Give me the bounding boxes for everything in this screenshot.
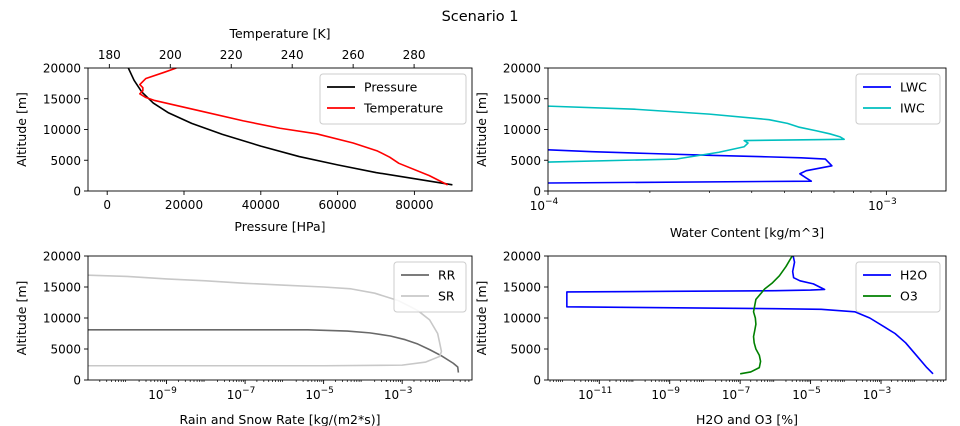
panel2-x-tick-label: 10−4 — [530, 197, 559, 213]
panel3-y-tick-label: 15000 — [43, 281, 81, 295]
panel2-series-group — [548, 105, 845, 184]
panel1-x-tick-label: 60000 — [319, 198, 357, 212]
panel1-x-tick-label: 20000 — [165, 198, 203, 212]
panel4-x-tick-label: 10−5 — [792, 386, 821, 402]
panel4-y-axis-label: Altitude [m] — [474, 281, 489, 356]
panel4-legend-entry-o3: O3 — [900, 289, 918, 304]
panel3-plot: 0 5000 10000 15000 20000 10−9 10−7 10−5 10−3 Rain… — [14, 250, 473, 426]
panel4-x-tick-label: 10−3 — [863, 386, 892, 402]
panel4-x-tick-label: 10−7 — [722, 386, 751, 402]
panel3-legend-entry-sr: SR — [438, 289, 455, 304]
panel3-x-tick-label: 10−7 — [227, 386, 256, 402]
panel2-series-line-iwc — [548, 105, 845, 163]
panel4-legend-box — [855, 261, 941, 313]
panel1-legend-entry-temperature: Temperature — [363, 101, 443, 116]
panel3-y-axis-label: Altitude [m] — [14, 281, 29, 356]
panel1-y-axis-label: Altitude [m] — [14, 92, 29, 167]
panel4-y-tick-label: 5000 — [510, 343, 541, 357]
panel2-y-tick-label: 5000 — [510, 154, 541, 168]
panel2-legend-entry-iwc: IWC — [900, 101, 925, 116]
panel3-series-line-sr — [88, 274, 443, 367]
panel1-plot: 0 5000 10000 15000 20000 0 20000 40000 60000 8000… — [14, 26, 473, 234]
panel3-x-tick-label: 10−3 — [384, 386, 413, 402]
panel2-y-tick-label: 0 — [533, 185, 541, 199]
panel3-legend-entry-rr: RR — [438, 268, 456, 283]
panel1-y-tick-label: 5000 — [50, 154, 81, 168]
panel2-legend-box — [855, 73, 941, 125]
panel1-x-tick-label: 40000 — [242, 198, 280, 212]
panel4-y-tick-label: 10000 — [503, 312, 541, 326]
panel1-x2-tick-label: 280 — [403, 48, 426, 62]
panel4-series-group — [566, 256, 934, 375]
panel3-y-tick-label: 20000 — [43, 250, 81, 264]
panel4-x-axis-label: H2O and O3 [%] — [696, 412, 798, 426]
panel2-y-axis-label: Altitude [m] — [474, 92, 489, 167]
panel2-series-line-lwc — [548, 148, 833, 184]
panel1-x2-tick-label: 180 — [98, 48, 121, 62]
panel1-x-tick-label: 80000 — [395, 198, 433, 212]
panel1-x2-tick-label: 240 — [281, 48, 304, 62]
panel1-y-tick-label: 10000 — [43, 123, 81, 137]
panel1-x-axis-label: Pressure [HPa] — [234, 219, 325, 234]
panel4-legend-entry-h2o: H2O — [900, 268, 927, 283]
panel3-x-axis-label: Rain and Snow Rate [kg/(m2*s)] — [179, 412, 380, 426]
panel1-series-line-temperature — [139, 68, 448, 186]
panel1-y-tick-label: 15000 — [43, 92, 81, 106]
panel1-legend-box — [319, 73, 467, 125]
panel3-y-tick-label: 0 — [73, 374, 81, 388]
panel3-series-line-rr — [88, 328, 460, 373]
panel1-series-group — [127, 68, 453, 186]
panel1-x2-axis-label: Temperature [K] — [228, 26, 330, 41]
panel3-y-tick-label: 10000 — [43, 312, 81, 326]
panel4-x-tick-label: 10−9 — [651, 386, 680, 402]
panel4-x-tick-label: 10−11 — [578, 386, 612, 402]
panel4-series-line-h2o — [566, 256, 934, 375]
panel4-y-tick-label: 0 — [533, 374, 541, 388]
panel2-x-axis-label: Water Content [kg/m^3] — [670, 225, 824, 240]
panel2-y-tick-label: 10000 — [503, 123, 541, 137]
panel4-plot: 0 5000 10000 15000 20000 10−11 10−9 10−7 10−5 10−… — [474, 250, 947, 426]
panel3-x-tick-label: 10−5 — [305, 386, 334, 402]
panel1-x2-tick-label: 200 — [159, 48, 182, 62]
panel1-y-tick-label: 20000 — [43, 62, 81, 76]
panel3-legend: RR SR — [393, 261, 467, 313]
figure-title: Scenario 1 — [442, 9, 519, 25]
panel1-legend: Pressure Temperature — [319, 73, 467, 125]
panel1-x2-tick-label: 220 — [220, 48, 243, 62]
panel2-y-tick-label: 15000 — [503, 92, 541, 106]
panel2-x-tick-label: 10−3 — [868, 197, 897, 213]
panel4-series-line-o3 — [740, 256, 793, 375]
panel1-x2-tick-label: 260 — [342, 48, 365, 62]
panel1-x-tick-label: 0 — [103, 198, 111, 212]
panel1-legend-entry-pressure: Pressure — [364, 80, 418, 95]
panel2-legend: LWC IWC — [855, 73, 941, 125]
panel2-legend-entry-lwc: LWC — [900, 80, 927, 95]
panel4-y-tick-label: 15000 — [503, 281, 541, 295]
panel1-y-tick-label: 0 — [73, 185, 81, 199]
panel4-y-tick-label: 20000 — [503, 250, 541, 264]
panel2-plot: 0 5000 10000 15000 20000 10−4 10−3 Water Conten… — [474, 62, 947, 240]
panel3-y-tick-label: 5000 — [50, 343, 81, 357]
panel2-y-tick-label: 20000 — [503, 62, 541, 76]
panel3-x-tick-label: 10−9 — [148, 386, 177, 402]
